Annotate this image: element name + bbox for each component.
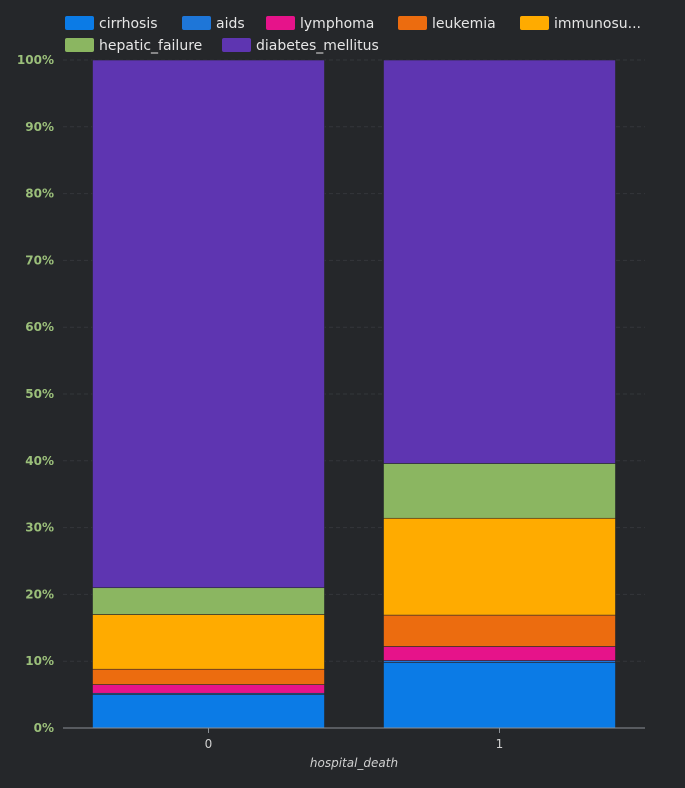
y-tick-label: 20%	[25, 587, 54, 601]
legend-item-leukemia[interactable]: leukemia	[398, 16, 496, 32]
y-axis: 0% 10% 20% 30% 40% 50% 60% 70% 80% 90% 100%	[17, 53, 54, 735]
y-tick-label: 0%	[34, 721, 54, 735]
bar-segment-cirrhosis-1[interactable]	[383, 662, 616, 729]
legend: cirrhosis aids lymphoma leukemia immunosu...…	[65, 16, 641, 54]
bar-segment-leukemia-1[interactable]	[383, 614, 616, 647]
legend-swatch	[182, 16, 211, 30]
legend-swatch	[266, 16, 295, 30]
legend-item-cirrhosis[interactable]: cirrhosis	[65, 16, 158, 32]
bars	[92, 59, 616, 729]
x-axis-label: hospital_death	[310, 756, 398, 770]
bar-segment-hepatic_failure-0[interactable]	[92, 587, 325, 615]
y-tick-label: 30%	[25, 521, 54, 535]
bar-segment-diabetes_mellitus-0[interactable]	[92, 59, 325, 589]
x-tick-label: 0	[205, 737, 213, 751]
bar-segment-cirrhosis-0[interactable]	[92, 694, 325, 729]
legend-item-immunosu[interactable]: immunosu...	[520, 16, 641, 32]
y-tick-label: 90%	[25, 120, 54, 134]
legend-swatch	[398, 16, 427, 30]
bar-segment-lymphoma-0[interactable]	[92, 684, 325, 694]
legend-label: diabetes_mellitus	[256, 38, 379, 54]
legend-swatch	[65, 16, 94, 30]
legend-label: immunosu...	[554, 16, 641, 32]
bar-segment-lymphoma-1[interactable]	[383, 646, 616, 661]
y-tick-label: 40%	[25, 454, 54, 468]
y-tick-label: 10%	[25, 654, 54, 668]
bar-segment-aids-1[interactable]	[383, 660, 616, 663]
legend-label: aids	[216, 16, 245, 32]
legend-item-aids[interactable]: aids	[182, 16, 245, 32]
bar-segment-immunosu-0[interactable]	[92, 614, 325, 670]
bar-segment-hepatic_failure-1[interactable]	[383, 463, 616, 519]
y-tick-label: 100%	[17, 53, 54, 67]
y-tick-label: 80%	[25, 187, 54, 201]
legend-swatch	[65, 38, 94, 52]
bar-segment-immunosu-1[interactable]	[383, 517, 616, 616]
legend-label: cirrhosis	[99, 16, 158, 32]
x-tick-label: 1	[496, 737, 504, 751]
legend-label: lymphoma	[300, 16, 374, 32]
legend-label: hepatic_failure	[99, 38, 202, 54]
y-tick-label: 60%	[25, 320, 54, 334]
legend-swatch	[222, 38, 251, 52]
legend-item-lymphoma[interactable]: lymphoma	[266, 16, 374, 32]
y-tick-label: 70%	[25, 253, 54, 267]
bar-segment-diabetes_mellitus-1[interactable]	[383, 59, 616, 464]
legend-swatch	[520, 16, 549, 30]
y-tick-label: 50%	[25, 387, 54, 401]
legend-label: leukemia	[432, 16, 496, 32]
legend-item-diabetes_mellitus[interactable]: diabetes_mellitus	[222, 38, 379, 54]
legend-item-hepatic_failure[interactable]: hepatic_failure	[65, 38, 202, 54]
bar-segment-leukemia-0[interactable]	[92, 668, 325, 685]
